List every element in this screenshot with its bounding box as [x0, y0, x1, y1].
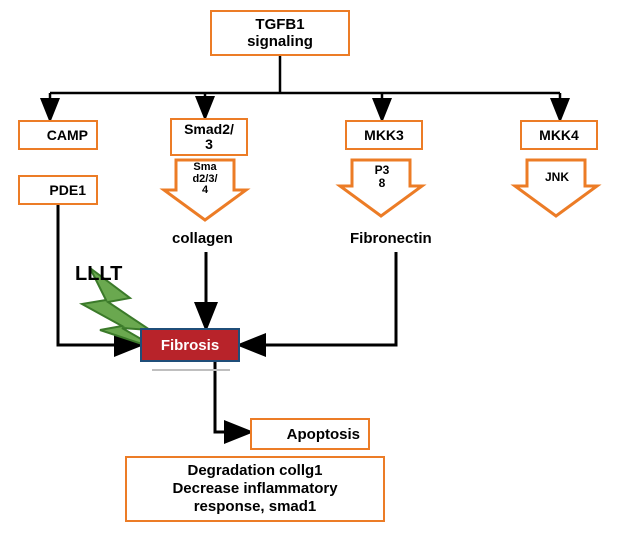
label-fibronectin: Fibronectin [350, 230, 432, 247]
header-line1: TGFB1 [255, 16, 304, 33]
label-camp: CAMP [47, 127, 88, 143]
degrade-l3: response, smad1 [194, 498, 317, 516]
box-pde1: PDE1 [18, 175, 98, 205]
label-mkk3: MKK3 [364, 127, 404, 143]
label-mkk4: MKK4 [539, 127, 579, 143]
label-pde1: PDE1 [49, 182, 86, 198]
box-smad23: Smad2/ 3 [170, 118, 248, 156]
header-line2: signaling [247, 33, 313, 50]
degrade-l1: Degradation collg1 [187, 462, 322, 480]
label-fibrosis: Fibrosis [161, 337, 219, 354]
chevron-mkk4-label: JNK [540, 170, 574, 184]
fibronectin-to-fibrosis [242, 252, 396, 345]
label-collagen: collagen [172, 230, 233, 247]
chevron-smad-label: Sma d2/3/ 4 [183, 162, 227, 197]
label-smad23: Smad2/ 3 [184, 122, 234, 151]
box-apoptosis: Apoptosis [250, 418, 370, 450]
box-degrade: Degradation collg1 Decrease inflammatory… [125, 456, 385, 522]
box-mkk4: MKK4 [520, 120, 598, 150]
chevron-mkk3-label: P3 8 [365, 164, 399, 190]
fibrosis-to-apoptosis [215, 362, 248, 432]
chevron-mkk4 [515, 160, 597, 216]
label-apoptosis: Apoptosis [287, 426, 360, 443]
box-mkk3: MKK3 [345, 120, 423, 150]
box-camp: CAMP [18, 120, 98, 150]
box-fibrosis: Fibrosis [140, 328, 240, 362]
degrade-l2: Decrease inflammatory [172, 480, 337, 498]
lllt-label: LLLT [75, 263, 122, 286]
header-box: TGFB1 signaling [210, 10, 350, 56]
